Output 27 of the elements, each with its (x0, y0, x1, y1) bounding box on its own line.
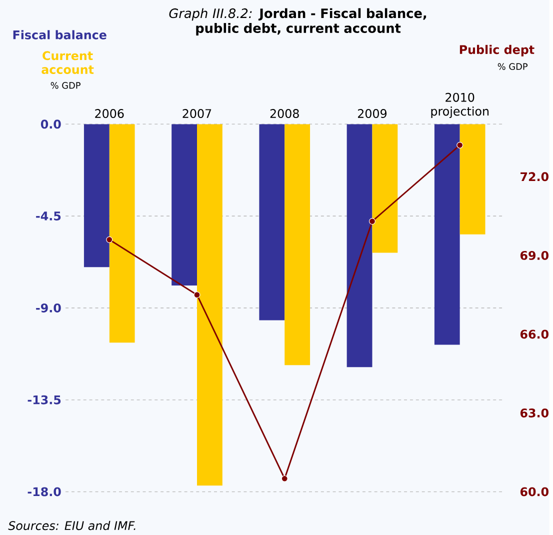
text: Fiscal balance (13, 30, 106, 40)
y2-tick-label: 66.0 (520, 329, 548, 338)
chart-title: Graph III.8.2: Jordan - Fiscal balance, public debt, current account (169, 8, 426, 36)
y-tick-label: -18.0 (28, 487, 61, 496)
y-tick-label: 0.0 (40, 119, 61, 128)
point (106, 236, 113, 243)
text: Current account (42, 50, 94, 74)
y2-tick-label: 72.0 (520, 172, 548, 181)
point (368, 218, 376, 224)
y-axis-title: % GDP (50, 82, 80, 89)
y-tick-label: -9.0 (36, 303, 61, 312)
y2-tick-label: 60.0 (520, 487, 548, 496)
y-tick-label: -13.5 (28, 395, 61, 404)
point (456, 142, 464, 148)
x-tick-label: 2006 (95, 108, 124, 118)
x-tick-label: 2009 (358, 108, 387, 118)
source-note: Sources: EIU and IMF. (8, 520, 136, 530)
x-tick-label: 2008 (270, 108, 299, 118)
point (194, 291, 200, 298)
y-tick-label: -4.5 (36, 211, 61, 220)
x-tick-label: 2010 projection (431, 92, 489, 118)
y2-tick-label: 69.0 (520, 250, 548, 260)
x-tick-label: 2007 (182, 108, 212, 118)
y2-axis-title: % GDP (498, 62, 528, 70)
text: Public dept (460, 44, 534, 56)
point (281, 475, 288, 482)
y2-tick-label: 63.0 (520, 408, 548, 418)
